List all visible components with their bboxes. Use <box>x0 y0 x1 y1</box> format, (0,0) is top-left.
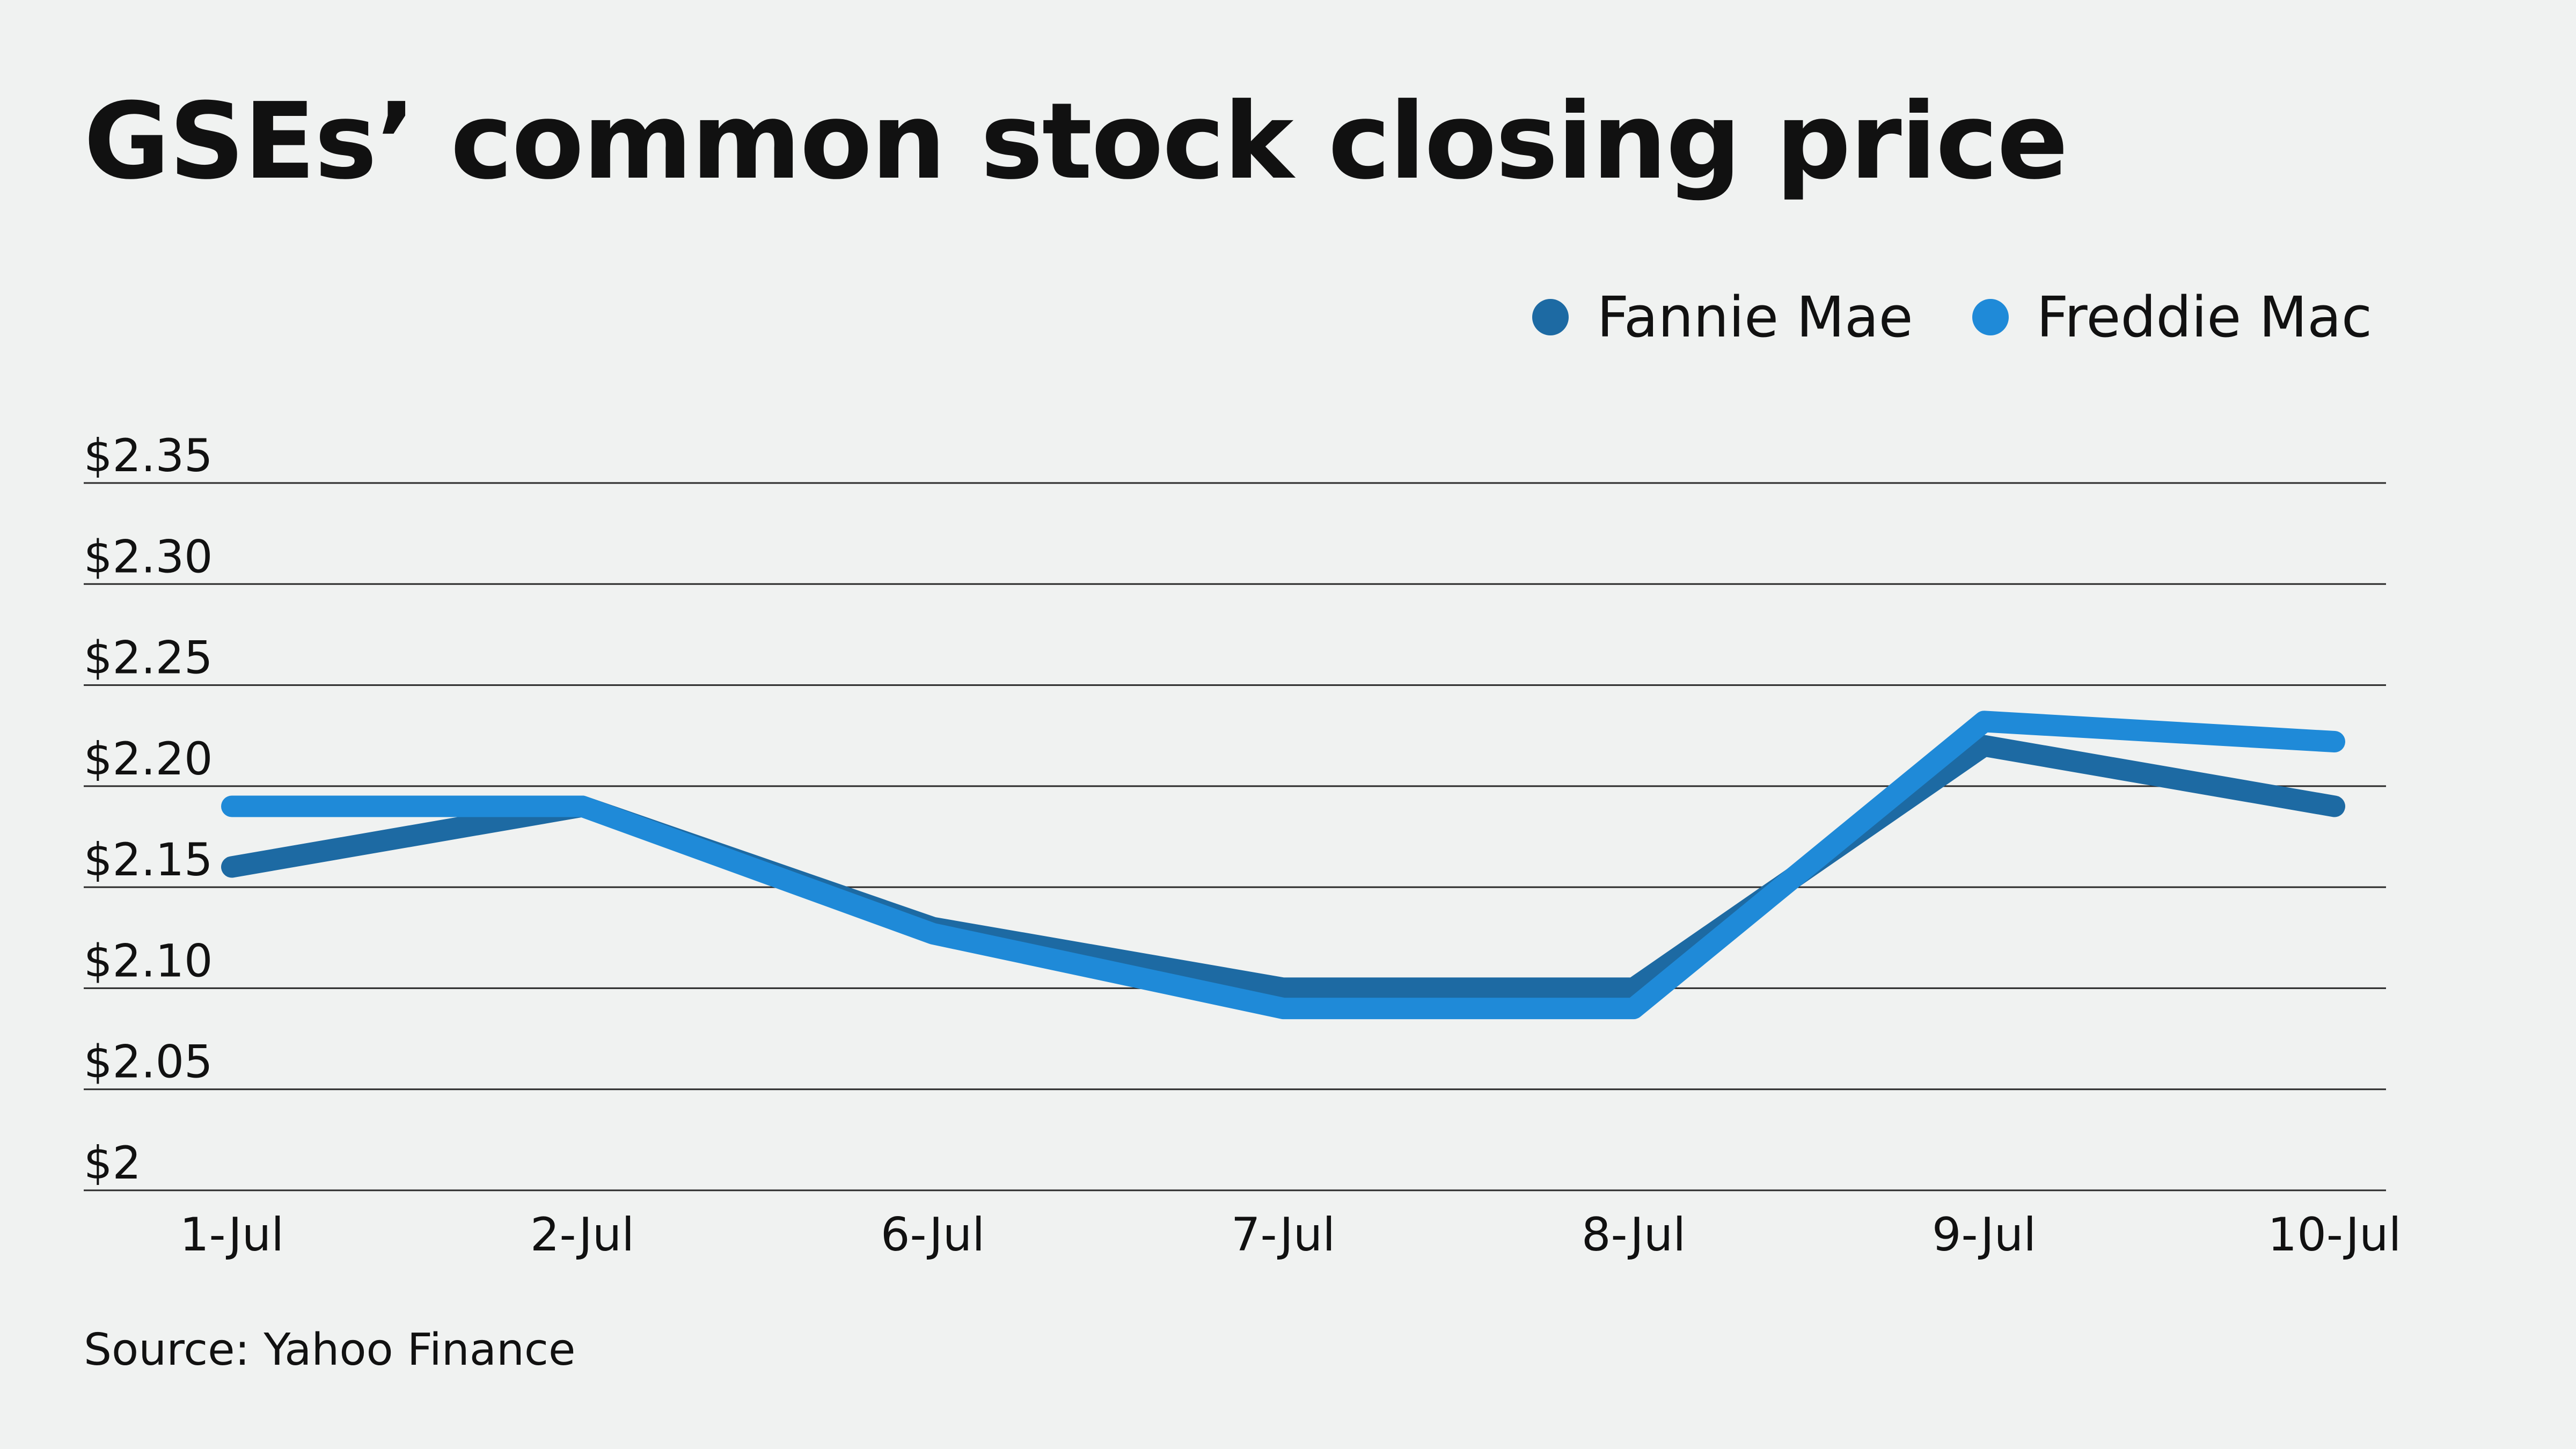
chart-title: GSEs’ common stock closing price <box>84 80 2068 203</box>
y-axis-tick-labels: $2.35 $2.30 $2.25 $2.20 $2.15 $2.10 $2.05 $2 <box>84 429 213 1189</box>
legend-label-freddie-mac: Freddie Mac <box>2036 284 2372 350</box>
legend-swatch-freddie-mac <box>1972 299 2009 335</box>
x-tick-label: 10-Jul <box>2267 1208 2401 1262</box>
y-tick-label: $2.25 <box>84 632 213 684</box>
y-tick-label: $2.30 <box>84 530 213 583</box>
series-line-freddie-mac <box>221 711 2345 1020</box>
y-tick-label: $2.10 <box>84 934 213 987</box>
legend: Fannie Mae Freddie Mac <box>1473 284 2372 350</box>
series-lines <box>221 711 2345 1020</box>
source-note: Source: Yahoo Finance <box>84 1324 576 1375</box>
legend-swatch-fannie-mae <box>1532 299 1569 335</box>
x-tick-label: 8-Jul <box>1582 1208 1686 1262</box>
series-line-fannie-mae <box>221 735 2345 999</box>
y-tick-label: $2.15 <box>84 833 213 886</box>
x-tick-label: 2-Jul <box>530 1208 634 1262</box>
legend-item-fannie-mae: Fannie Mae <box>1532 284 1913 350</box>
y-tick-label: $2.20 <box>84 733 213 785</box>
y-tick-label: $2.35 <box>84 429 213 482</box>
legend-label-fannie-mae: Fannie Mae <box>1597 284 1913 350</box>
x-tick-label: 7-Jul <box>1231 1208 1335 1262</box>
y-tick-label: $2 <box>84 1137 141 1189</box>
y-tick-label: $2.05 <box>84 1036 213 1088</box>
x-tick-label: 1-Jul <box>180 1208 284 1262</box>
legend-item-freddie-mac: Freddie Mac <box>1972 284 2372 350</box>
x-axis-tick-labels: 1-Jul 2-Jul 6-Jul 7-Jul 8-Jul 9-Jul 10-Jul <box>180 1208 2402 1262</box>
gridlines <box>84 482 2386 1191</box>
x-tick-label: 6-Jul <box>881 1208 985 1262</box>
x-tick-label: 9-Jul <box>1932 1208 2036 1262</box>
